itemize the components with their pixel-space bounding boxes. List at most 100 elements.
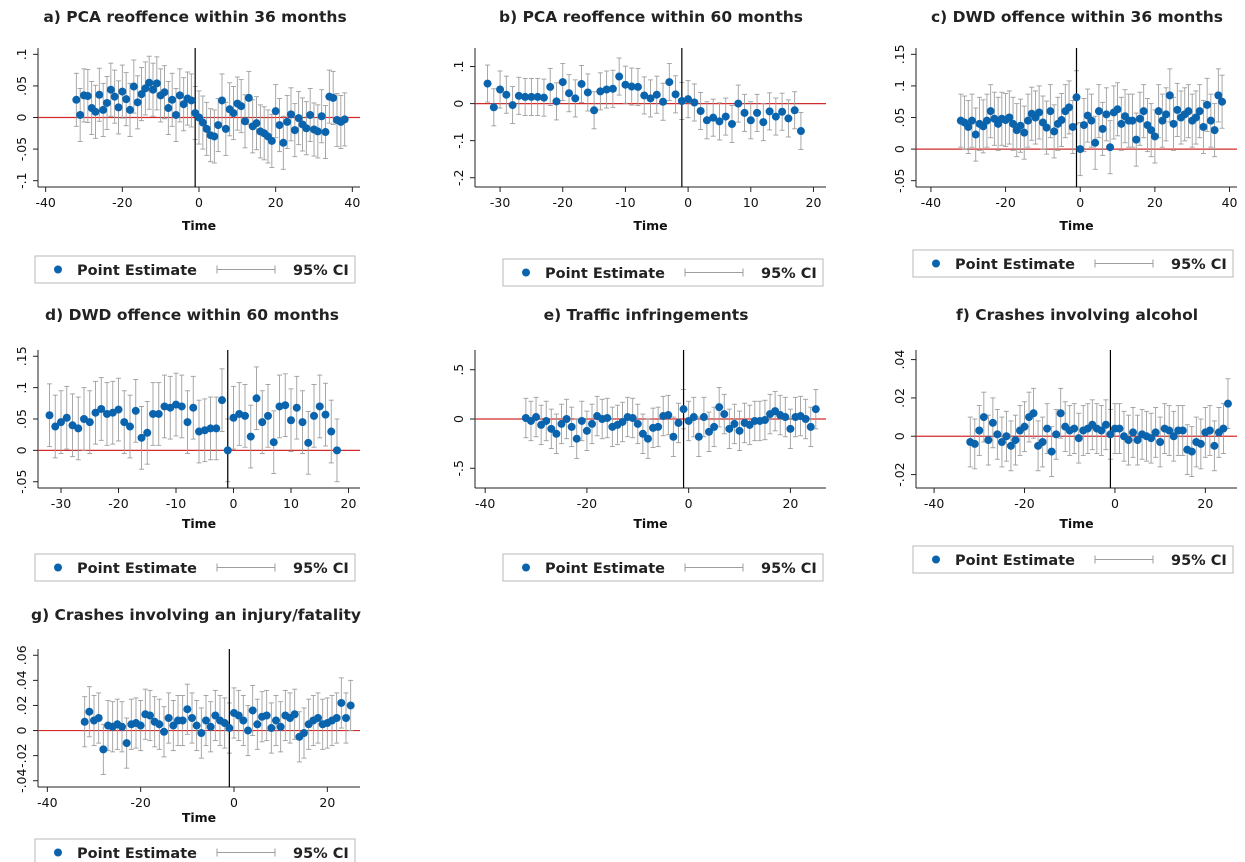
point-estimate bbox=[715, 403, 724, 412]
point-estimate bbox=[1150, 132, 1159, 141]
point-estimate bbox=[175, 91, 184, 100]
point-estimate bbox=[276, 722, 285, 731]
point-estimate bbox=[149, 409, 157, 418]
point-estimate bbox=[975, 426, 984, 435]
point-estimate bbox=[979, 413, 988, 422]
point-estimate bbox=[734, 99, 743, 108]
y-tick-label: .15 bbox=[14, 346, 29, 366]
point-estimate bbox=[122, 95, 131, 104]
x-tick-label: 0 bbox=[1111, 496, 1119, 511]
point-estimate bbox=[120, 418, 129, 427]
point-estimate bbox=[298, 418, 307, 427]
point-estimate bbox=[1219, 424, 1228, 433]
point-estimate bbox=[583, 88, 592, 97]
legend-ci-marker bbox=[216, 848, 276, 857]
point-estimate bbox=[1102, 110, 1111, 119]
point-estimate bbox=[178, 716, 187, 725]
point-estimate bbox=[145, 78, 154, 87]
point-estimate bbox=[790, 106, 799, 115]
point-estimate bbox=[628, 414, 637, 423]
x-tick-label: 40 bbox=[1222, 195, 1238, 210]
point-estimate bbox=[590, 106, 599, 115]
x-axis-label: Time bbox=[182, 810, 216, 825]
point-estimate bbox=[1165, 426, 1174, 435]
point-estimate bbox=[633, 419, 642, 428]
point-estimate bbox=[287, 416, 295, 425]
y-tick-label: 0 bbox=[14, 113, 29, 121]
point-estimate bbox=[1029, 409, 1038, 418]
point-estimate bbox=[244, 93, 253, 102]
legend-ci-marker bbox=[684, 563, 744, 572]
point-estimate bbox=[74, 424, 83, 433]
point-estimate bbox=[136, 721, 145, 730]
point-estimate bbox=[283, 117, 292, 126]
y-tick-label: .5 bbox=[451, 364, 466, 376]
point-estimate bbox=[721, 112, 730, 121]
y-tick-label: .15 bbox=[892, 44, 907, 64]
point-estimate bbox=[294, 114, 303, 123]
point-estimate bbox=[546, 82, 555, 91]
legend-point-marker bbox=[932, 555, 940, 564]
y-tick-label: -.05 bbox=[892, 168, 907, 192]
point-estimate bbox=[189, 403, 198, 412]
legend-point-marker bbox=[54, 265, 62, 274]
point-estimate bbox=[1009, 119, 1018, 128]
legend-point-label: Point Estimate bbox=[545, 561, 665, 577]
point-estimate bbox=[811, 405, 820, 414]
y-tick-label: 0 bbox=[14, 727, 29, 735]
point-estimate bbox=[122, 739, 131, 748]
point-estimate bbox=[340, 115, 349, 124]
point-estimate bbox=[684, 95, 693, 104]
point-estimate bbox=[137, 90, 146, 99]
point-estimate bbox=[615, 72, 624, 81]
chart-panel-6: f) Crashes involving alcohol -40 -20 0 20 -.0… bbox=[892, 306, 1237, 574]
point-estimate bbox=[281, 401, 290, 410]
point-estimate bbox=[188, 714, 196, 722]
point-estimate bbox=[997, 438, 1006, 446]
x-tick-label: -20 bbox=[553, 195, 573, 210]
y-tick-label: 0 bbox=[14, 446, 29, 454]
legend: Point Estimate 95% CI bbox=[502, 258, 824, 287]
chart-title: b) PCA reoffence within 60 months bbox=[499, 8, 803, 26]
legend: Point Estimate 95% CI bbox=[34, 553, 356, 582]
legend-box bbox=[912, 249, 1234, 278]
point-estimate bbox=[640, 91, 649, 100]
point-estimate bbox=[329, 93, 338, 102]
point-estimate bbox=[1203, 100, 1212, 109]
y-tick-label: .1 bbox=[451, 61, 466, 73]
x-tick-label: 20 bbox=[806, 195, 822, 210]
point-estimate bbox=[993, 430, 1002, 439]
point-estimate bbox=[1097, 426, 1106, 435]
point-estimate bbox=[206, 424, 215, 433]
point-estimate bbox=[1052, 430, 1061, 439]
point-estimate bbox=[1106, 430, 1115, 439]
point-estimate bbox=[638, 429, 647, 438]
point-estimate bbox=[248, 706, 257, 715]
point-estimate bbox=[327, 427, 336, 436]
point-estimate bbox=[1129, 428, 1138, 437]
y-tick-label: -.02 bbox=[14, 743, 29, 767]
point-estimate bbox=[149, 85, 157, 94]
point-estimate bbox=[702, 116, 711, 125]
point-estimate bbox=[796, 127, 805, 136]
legend-point-label: Point Estimate bbox=[77, 263, 197, 279]
point-estimate bbox=[596, 87, 605, 96]
point-estimate bbox=[784, 114, 793, 123]
point-estimate bbox=[99, 105, 108, 114]
point-estimate bbox=[244, 726, 252, 735]
point-estimate bbox=[126, 422, 134, 431]
chart-panel-5: e) Traffic infringements -40 -20 0 20 -.5 0 .5 T… bbox=[451, 306, 826, 582]
point-estimate bbox=[1020, 128, 1029, 137]
legend-ci-label: 95% CI bbox=[761, 266, 817, 282]
point-estimate bbox=[302, 124, 311, 133]
y-tick-label: .04 bbox=[14, 670, 29, 690]
point-estimate bbox=[710, 422, 719, 431]
point-estimate bbox=[1151, 428, 1160, 437]
y-tick-label: 0 bbox=[451, 100, 466, 108]
point-estimate bbox=[225, 724, 234, 733]
point-estimate bbox=[582, 426, 591, 435]
legend-box bbox=[502, 258, 824, 287]
point-estimate bbox=[771, 112, 780, 121]
point-estimate bbox=[1187, 447, 1196, 456]
point-estimate bbox=[154, 409, 163, 418]
